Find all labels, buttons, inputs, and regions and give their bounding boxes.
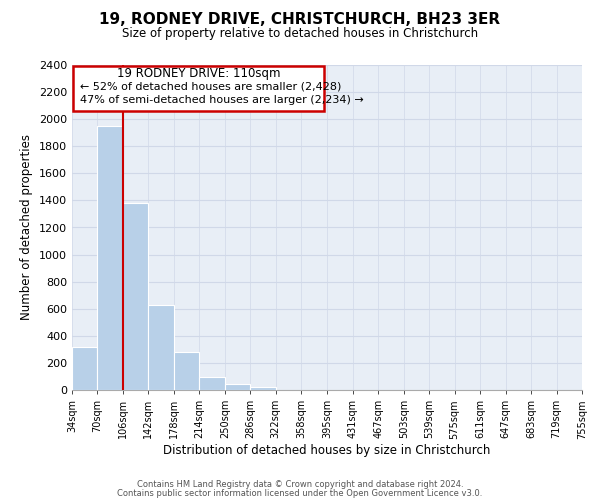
Text: 19, RODNEY DRIVE, CHRISTCHURCH, BH23 3ER: 19, RODNEY DRIVE, CHRISTCHURCH, BH23 3ER bbox=[100, 12, 500, 28]
Text: Size of property relative to detached houses in Christchurch: Size of property relative to detached ho… bbox=[122, 28, 478, 40]
Bar bbox=[123, 203, 148, 390]
Bar bbox=[72, 346, 97, 390]
Bar bbox=[225, 384, 250, 390]
Text: 19 RODNEY DRIVE: 110sqm: 19 RODNEY DRIVE: 110sqm bbox=[117, 68, 280, 80]
Text: Contains HM Land Registry data © Crown copyright and database right 2024.: Contains HM Land Registry data © Crown c… bbox=[137, 480, 463, 489]
Bar bbox=[73, 66, 324, 111]
Bar bbox=[250, 388, 276, 390]
X-axis label: Distribution of detached houses by size in Christchurch: Distribution of detached houses by size … bbox=[163, 444, 491, 457]
Bar bbox=[97, 126, 123, 390]
Text: Contains public sector information licensed under the Open Government Licence v3: Contains public sector information licen… bbox=[118, 488, 482, 498]
Y-axis label: Number of detached properties: Number of detached properties bbox=[20, 134, 34, 320]
Bar bbox=[199, 377, 225, 390]
Text: 47% of semi-detached houses are larger (2,234) →: 47% of semi-detached houses are larger (… bbox=[80, 94, 364, 104]
Bar bbox=[174, 352, 199, 390]
Bar bbox=[148, 304, 174, 390]
Text: ← 52% of detached houses are smaller (2,428): ← 52% of detached houses are smaller (2,… bbox=[80, 82, 342, 92]
